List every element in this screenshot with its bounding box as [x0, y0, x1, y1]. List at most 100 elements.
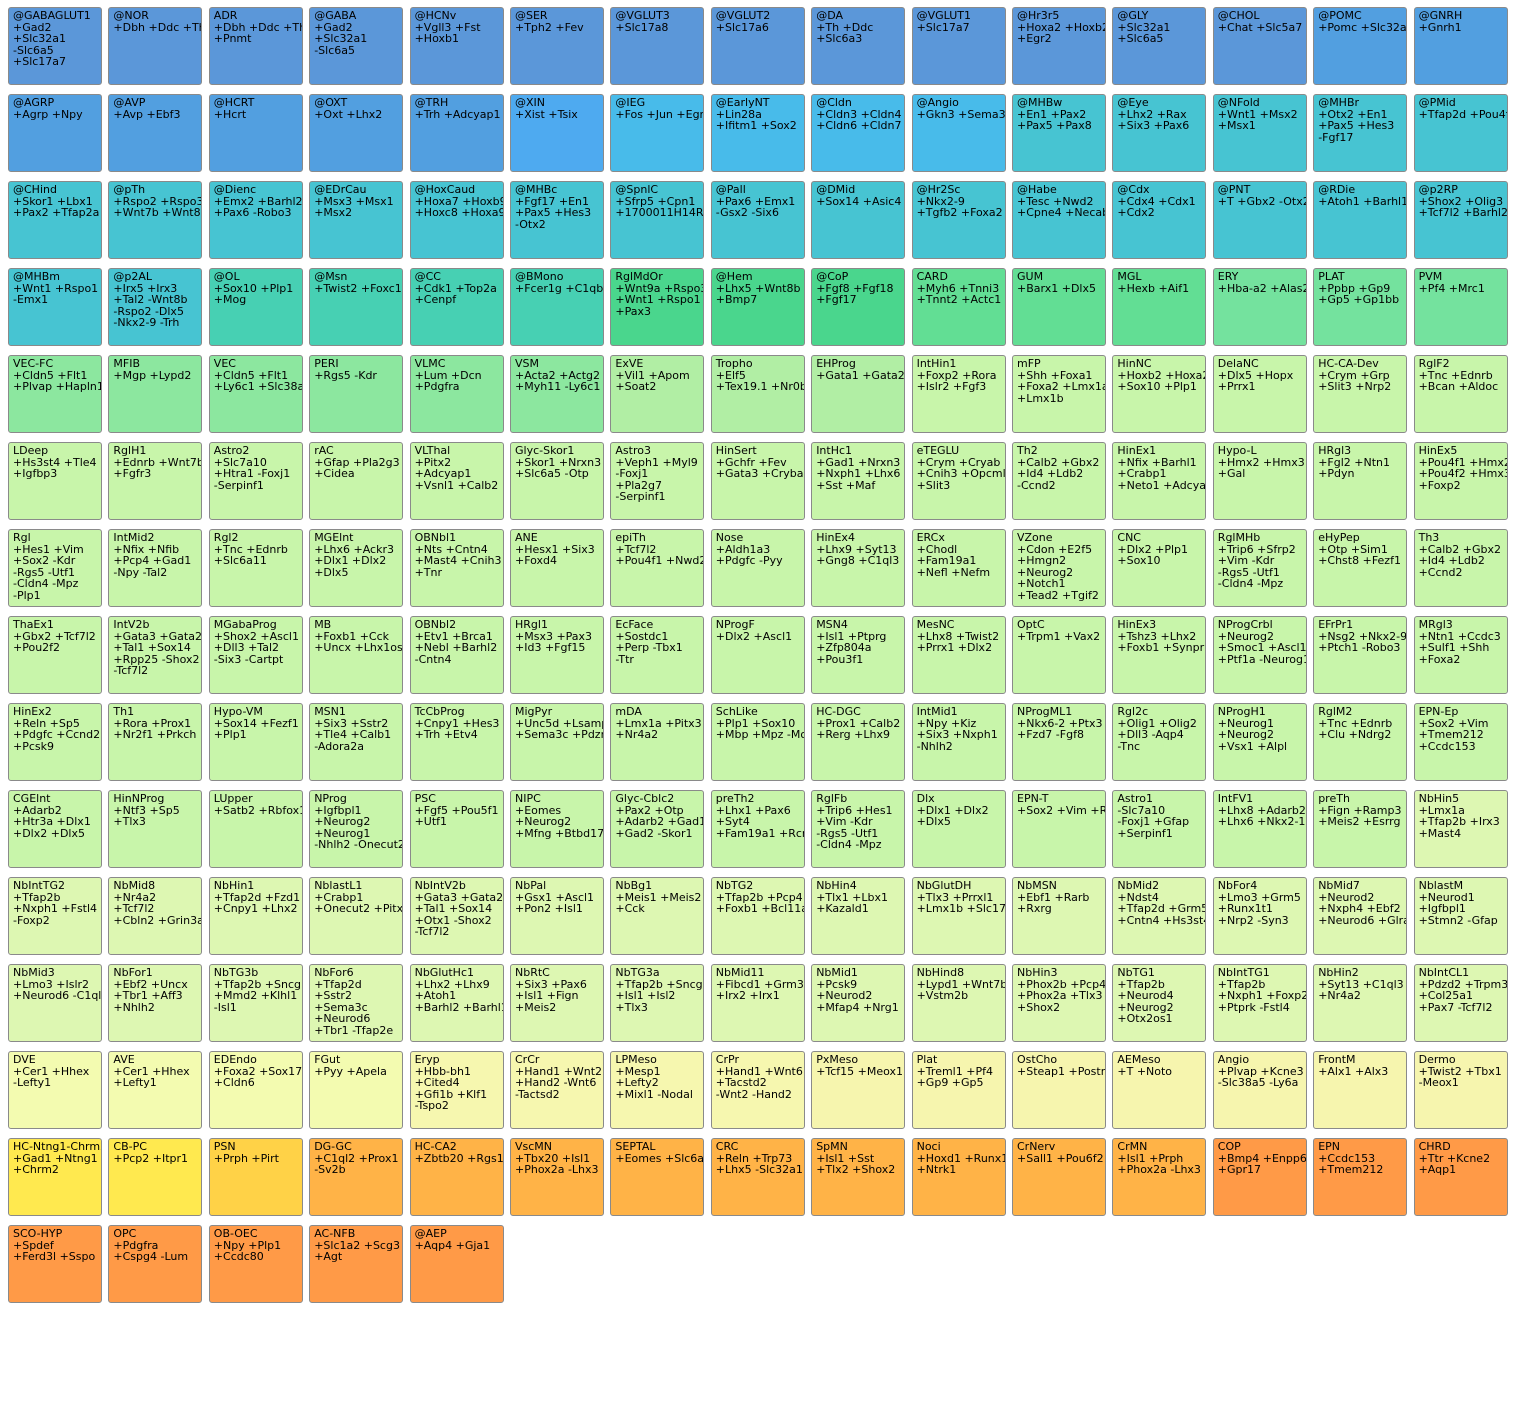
cell-type-tile[interactable]: DVE +Cer1 +Hhex -Lefty1 — [8, 1051, 102, 1129]
cell-type-tile[interactable]: SpMN +Isl1 +Sst +Tlx2 +Shox2 — [811, 1138, 906, 1216]
cell-type-tile[interactable]: EPN-T+Sox2 +Vim +Rax — [1012, 790, 1106, 868]
cell-type-tile[interactable]: NProg +Igfbpl1 +Neurog2 +Neurog1 -Nhlh2 -One… — [309, 790, 404, 868]
cell-type-tile[interactable]: @MHBw +En1 +Pax2 +Pax5 +Pax8 — [1012, 94, 1106, 172]
cell-type-tile[interactable]: @GABAGLUT1 +Gad2 +Slc32a1 -Slc6a5 +Slc17a7 — [8, 7, 102, 85]
cell-type-tile[interactable]: Rgl +Hes1 +Vim +Sox2 -Kdr -Rgs5 -Utf1 -Cldn4… — [8, 529, 102, 607]
cell-type-tile[interactable]: @GABA +Gad2 +Slc32a1 -Slc6a5 — [309, 7, 404, 85]
cell-type-tile[interactable]: @HCNv +Vgll3 +Fst +Hoxb1 — [409, 7, 504, 85]
cell-type-tile[interactable]: NbMid1 +Pcsk9 +Neurod2 +Mfap4 +Nrg1 — [811, 964, 906, 1042]
cell-type-tile[interactable]: NbGlutDH+Tlx3 +Prrxl1+Lmx1b +Slc17a6 — [911, 877, 1006, 955]
cell-type-tile[interactable]: @SER +Tph2 +Fev — [510, 7, 604, 85]
cell-type-tile[interactable]: Dlx +Dlx1 +Dlx2 +Dlx5 — [911, 790, 1006, 868]
cell-type-tile[interactable]: CB-PC +Pcp2 +Itpr1 — [108, 1138, 203, 1216]
cell-type-tile[interactable]: OBNbl1 +Nts +Cntn4 +Mast4 +Cnih3 +Tnr — [409, 529, 504, 607]
cell-type-tile[interactable]: ERY +Hba-a2 +Alas2 — [1212, 268, 1307, 346]
cell-type-tile[interactable]: Th3 +Calb2 +Gbx2 +Id4 +Ldb2 +Ccnd2 — [1413, 529, 1508, 607]
cell-type-tile[interactable]: HinSert +Gchfr +Fev +Gata3 +Cryba2 — [710, 442, 805, 520]
cell-type-tile[interactable]: PxMeso +Tcf15 +Meox1 — [811, 1051, 906, 1129]
cell-type-tile[interactable]: @IEG +Fos +Jun +Egr1 — [610, 94, 705, 172]
cell-type-tile[interactable]: rAC +Gfap +Pla2g3 +Cidea — [309, 442, 404, 520]
cell-type-tile[interactable]: MigPyr+Unc5d +Lsamp+Sema3c +Pdzrn3 — [510, 703, 604, 781]
cell-type-tile[interactable]: GUM +Barx1 +Dlx5 — [1012, 268, 1106, 346]
cell-type-tile[interactable]: preTh2+Lhx1 +Pax6+Syt4+Fam19a1 +Rcn1 — [710, 790, 805, 868]
cell-type-tile[interactable]: HC-CA2 +Zbtb20 +Rgs14 — [409, 1138, 504, 1216]
cell-type-tile[interactable]: @BMono +Fcer1g +C1qb — [510, 268, 604, 346]
cell-type-tile[interactable]: CRC +Reln +Trp73 +Lhx5 -Slc32a1 — [710, 1138, 805, 1216]
cell-type-tile[interactable]: Glyc-Skor1 +Skor1 +Nrxn3 +Slc6a5 -Otp — [510, 442, 604, 520]
cell-type-tile[interactable]: Angio +Plvap +Kcne3 -Slc38a5 -Ly6a — [1212, 1051, 1307, 1129]
cell-type-tile[interactable]: @CoP +Fgf8 +Fgf18 +Fgf17 — [811, 268, 906, 346]
cell-type-tile[interactable]: IntV2b +Gata3 +Gata2 +Tal1 +Sox14 +Rpp25 -S… — [108, 616, 203, 694]
cell-type-tile[interactable]: mFP +Shh +Foxa1 +Foxa2 +Lmx1a +Lmx1b — [1012, 355, 1106, 433]
cell-type-tile[interactable]: HinEx4 +Lhx9 +Syt13 +Gng8 +C1ql3 — [811, 529, 906, 607]
cell-type-tile[interactable]: HC-CA-Dev +Crym +Grp +Slit3 +Nrp2 — [1313, 355, 1408, 433]
cell-type-tile[interactable]: DelaNC +Dlx5 +Hopx +Prrx1 — [1212, 355, 1307, 433]
cell-type-tile[interactable]: RglMHb +Trip6 +Sfrp2 +Vim -Kdr -Rgs5 -Utf1-… — [1212, 529, 1307, 607]
cell-type-tile[interactable]: CARD +Myh6 +Tnni3 +Tnnt2 +Actc1 — [911, 268, 1006, 346]
cell-type-tile[interactable]: NProgF +Dlx2 +Ascl1 — [710, 616, 805, 694]
cell-type-tile[interactable]: mDA +Lmx1a +Pitx3 +Nr4a2 — [610, 703, 705, 781]
cell-type-tile[interactable]: @PNT +T +Gbx2 -Otx2 — [1212, 181, 1307, 259]
cell-type-tile[interactable]: OstCho +Steap1 +Postn — [1012, 1051, 1106, 1129]
cell-type-tile[interactable]: HinEx5 +Pou4f1 +Hmx2 +Pou4f2 +Hmx3 +Foxp2 — [1413, 442, 1508, 520]
cell-type-tile[interactable]: NbMid2 +Ndst4 +Tfap2d +Grm5 +Cntn4 +Hs3st4 — [1112, 877, 1207, 955]
cell-type-tile[interactable]: Rgl2 +Tnc +Ednrb +Slc6a11 — [208, 529, 303, 607]
cell-type-tile[interactable]: CrPr +Hand1 +Wnt6 +Tacstd2 -Wnt2 -Hand2 — [710, 1051, 805, 1129]
cell-type-tile[interactable]: VLMC +Lum +Dcn +Pdgfra — [409, 355, 504, 433]
cell-type-tile[interactable]: HRgl3 +Fgl2 +Ntn1 +Pdyn — [1313, 442, 1408, 520]
cell-type-tile[interactable]: NIPC +Eomes +Neurog2 +Mfng +Btbd17 — [510, 790, 604, 868]
cell-type-tile[interactable]: Nose +Aldh1a3 +Pdgfc -Pyy — [710, 529, 805, 607]
cell-type-tile[interactable]: @AGRP +Agrp +Npy — [8, 94, 102, 172]
cell-type-tile[interactable]: CrNerv +Sall1 +Pou6f2 — [1012, 1138, 1106, 1216]
cell-type-tile[interactable]: @Cldn +Cldn3 +Cldn4 +Cldn6 +Cldn7 — [811, 94, 906, 172]
cell-type-tile[interactable]: Hypo-VM +Sox14 +Fezf1 +Plp1 — [208, 703, 303, 781]
cell-type-tile[interactable]: OptC +Trpm1 +Vax2 — [1012, 616, 1106, 694]
cell-type-tile[interactable]: PSC +Fgf5 +Pou5f1 +Utf1 — [409, 790, 504, 868]
cell-type-tile[interactable]: HinEx3 +Tshz3 +Lhx2 +Foxb1 +Synpr — [1112, 616, 1207, 694]
cell-type-tile[interactable]: @HoxCaud +Hoxa7 +Hoxb9 +Hoxc8 +Hoxa9 — [409, 181, 504, 259]
cell-type-tile[interactable]: ThaEx1 +Gbx2 +Tcf7l2 +Pou2f2 — [8, 616, 102, 694]
cell-type-tile[interactable]: @CHind +Skor1 +Lbx1 +Pax2 +Tfap2a — [8, 181, 102, 259]
cell-type-tile[interactable]: @OXT +Oxt +Lhx2 — [309, 94, 404, 172]
cell-type-tile[interactable]: NbIntTG1 +Tfap2b +Nxph1 +Foxp2 +Ptprk -Fstl… — [1212, 964, 1307, 1042]
cell-type-tile[interactable]: @AVP +Avp +Ebf3 — [108, 94, 203, 172]
cell-type-tile[interactable]: HC-DGC +Prox1 +Calb2 +Rerg +Lhx9 — [811, 703, 906, 781]
cell-type-tile[interactable]: SCO-HYP +Spdef +Ferd3l +Sspo — [8, 1225, 102, 1303]
cell-type-tile[interactable]: NbHin1 +Tfap2d +Fzd1 +Cnpy1 +Lhx2 — [208, 877, 303, 955]
cell-type-tile[interactable]: Glyc-Cblc2 +Pax2 +Otp +Adarb2 +Gad1 +Gad2 -… — [610, 790, 705, 868]
cell-type-tile[interactable]: NbFor1 +Ebf2 +Uncx +Tbr1 +Aff3 +Nhlh2 — [108, 964, 203, 1042]
cell-type-tile[interactable]: IntFV1 +Lhx8 +Adarb2 +Lhx6 +Nkx2-1 — [1212, 790, 1307, 868]
cell-type-tile[interactable]: @Msn +Twist2 +Foxc1 — [309, 268, 404, 346]
cell-type-tile[interactable]: NbTG2 +Tfap2b +Pcp4 +Foxb1 +Bcl11a — [710, 877, 805, 955]
cell-type-tile[interactable]: @DA +Th +Ddc +Slc6a3 — [811, 7, 906, 85]
cell-type-tile[interactable]: VEC-FC +Cldn5 +Flt1 +Plvap +Hapln1 — [8, 355, 102, 433]
cell-type-tile[interactable]: EPN +Ccdc153 +Tmem212 — [1313, 1138, 1408, 1216]
cell-type-tile[interactable]: Tropho +Elf5 +Tex19.1 +Nr0b1 — [710, 355, 805, 433]
cell-type-tile[interactable]: NbPal +Gsx1 +Ascl1 +Pon2 +Isl1 — [510, 877, 604, 955]
cell-type-tile[interactable]: FrontM +Alx1 +Alx3 — [1313, 1051, 1408, 1129]
cell-type-tile[interactable]: MesNC +Lhx8 +Twist2 +Prrx1 +Dlx2 — [911, 616, 1006, 694]
cell-type-tile[interactable]: @Hr2Sc +Nkx2-9 +Tgfb2 +Foxa2 — [911, 181, 1006, 259]
cell-type-tile[interactable]: @Cdx +Cdx4 +Cdx1 +Cdx2 — [1112, 181, 1207, 259]
cell-type-tile[interactable]: EHProg +Gata1 +Gata2 — [811, 355, 906, 433]
cell-type-tile[interactable]: NbMSN +Ebf1 +Rarb +Rxrg — [1012, 877, 1106, 955]
cell-type-tile[interactable]: @MHBc +Fgf17 +En1 +Pax5 +Hes3 -Otx2 — [510, 181, 604, 259]
cell-type-tile[interactable]: ANE +Hesx1 +Six3 +Foxd4 — [510, 529, 604, 607]
cell-type-tile[interactable]: @OL +Sox10 +Plp1 +Mog — [208, 268, 303, 346]
cell-type-tile[interactable]: @MHBr +Otx2 +En1 +Pax5 +Hes3 -Fgf17 — [1313, 94, 1408, 172]
cell-type-tile[interactable]: DG-GC +C1ql2 +Prox1 -Sv2b — [309, 1138, 404, 1216]
cell-type-tile[interactable]: @HCRT +Hcrt — [208, 94, 303, 172]
cell-type-tile[interactable]: NbHin4 +Tlx1 +Lbx1 +Kazald1 — [811, 877, 906, 955]
cell-type-tile[interactable]: @Hem +Lhx5 +Wnt8b +Bmp7 — [710, 268, 805, 346]
cell-type-tile[interactable]: @VGLUT1 +Slc17a7 — [911, 7, 1006, 85]
cell-type-tile[interactable]: VscMN +Tbx20 +Isl1 +Phox2a -Lhx3 — [510, 1138, 604, 1216]
cell-type-tile[interactable]: IntHc1 +Gad1 +Nrxn3 +Nxph1 +Lhx6 +Sst +Maf — [811, 442, 906, 520]
cell-type-tile[interactable]: ExVE +Vil1 +Apom +Soat2 — [610, 355, 705, 433]
cell-type-tile[interactable]: @Habe+Tesc +Nwd2+Cpne4 +Necab2 — [1012, 181, 1106, 259]
cell-type-tile[interactable]: eHyPep +Otp +Sim1 +Chst8 +Fezf1 — [1313, 529, 1408, 607]
cell-type-tile[interactable]: ERCx +Chodl +Fam19a1 +Nefl +Nefm — [911, 529, 1006, 607]
cell-type-tile[interactable]: @RDie +Atoh1 +Barhl1 — [1313, 181, 1408, 259]
cell-type-tile[interactable]: NbFor4 +Lmo3 +Grm5 +Runx1t1 +Nrp2 -Syn3 — [1212, 877, 1307, 955]
cell-type-tile[interactable]: eTEGLU +Crym +Cryab +Cnih3 +Opcml +Slit3 — [911, 442, 1006, 520]
cell-type-tile[interactable]: RglH1 +Ednrb +Wnt7b +Fgfr3 — [108, 442, 203, 520]
